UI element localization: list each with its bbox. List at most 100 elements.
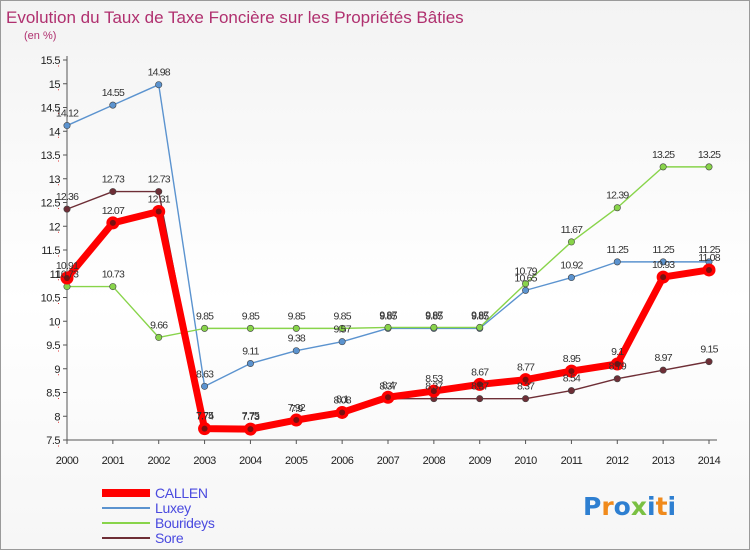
data-point-bourideys [705,163,713,171]
x-tick-label: 2005 [285,455,308,467]
x-tick-label: 2013 [652,455,675,467]
x-tick-label: 2001 [102,455,125,467]
data-point-bourideys [155,333,163,341]
data-point-luxey [613,258,621,266]
data-point-core [476,381,483,388]
x-tick-label: 2004 [239,455,262,467]
y-tick-label: 9 [54,364,60,376]
y-tick-label: 12 [49,221,61,233]
data-point-sore [476,395,484,403]
data-point-luxey [246,360,254,368]
data-label-sore: 8.37 [425,381,443,393]
y-tick-label: 13.5 [41,150,61,162]
logo-letter: r [601,492,614,521]
data-point-core [293,417,300,424]
data-point-luxey [63,122,71,130]
x-tick-label: 2007 [377,455,400,467]
data-point-bourideys [476,323,484,331]
data-label-bourideys: 10.73 [56,269,79,281]
data-label-callen: 8.67 [471,366,489,378]
data-point-sore [613,375,621,383]
data-label-callen: 8.53 [425,373,443,385]
data-point-core [614,361,621,367]
logo-letter: o [614,492,631,521]
data-label-sore: 9.15 [700,344,718,356]
y-tick-label: 11 [50,269,61,281]
data-label-sore: 8.37 [379,381,397,393]
data-point-luxey [155,81,163,89]
data-label-sore: 12.73 [102,174,125,186]
data-label-luxey: 9.85 [425,310,443,322]
data-label-callen: 8.4 [382,379,395,391]
data-point-bourideys [292,324,300,332]
series-lines [60,81,716,436]
data-label-luxey: 11.25 [698,244,720,256]
data-label-bourideys: 10.79 [514,266,537,278]
data-point-core [430,388,437,395]
data-label-sore: 8.54 [563,373,581,385]
data-label-callen: 12.07 [102,205,125,217]
data-label-callen: 7.92 [288,402,306,414]
data-point-bourideys [246,324,254,332]
legend-label-sore: Sore [155,530,184,546]
data-point-core [339,409,346,416]
data-point-bourideys [613,204,621,212]
data-point-luxey [338,338,346,346]
data-label-sore: 7.75 [242,410,260,422]
data-point-core [385,394,391,401]
x-tick-label: 2002 [147,455,170,467]
data-label-luxey: 10.65 [514,272,537,284]
data-label-sore: 7.9 [290,403,303,415]
data-label-bourideys: 12.39 [606,190,629,202]
data-label-bourideys: 9.87 [379,309,397,321]
data-label-luxey: 9.85 [471,310,489,322]
logo-letter: t [656,492,668,521]
data-point-core [64,275,70,282]
data-point-bourideys [430,323,438,331]
data-label-sore: 8.79 [609,361,627,373]
data-point-luxey [109,101,117,109]
chart-title: Evolution du Taux de Taxe Foncière sur l… [6,8,464,27]
data-label-bourideys: 11.67 [561,224,583,236]
y-tick-label: 13 [49,174,61,186]
data-label-callen: 10.93 [652,259,675,271]
logo-letter: i [647,492,656,521]
y-tick-label: 14 [49,126,61,138]
logo-letter: i [668,492,677,521]
data-label-sore: 8.1 [336,394,349,406]
data-point-sore [705,358,713,366]
data-label-bourideys: 13.25 [652,149,675,161]
data-point-core [522,376,529,383]
y-tick-label: 15.5 [41,55,61,67]
x-tick-label: 2011 [561,455,583,467]
data-label-bourideys: 9.66 [150,319,168,331]
data-label-sore: 12.73 [148,174,171,186]
x-tick-label: 2000 [56,455,79,467]
data-label-bourideys: 9.85 [288,310,306,322]
axes: 7.5 8 8.5 9 9.5 10 10.5 11 11.5 12 12.5 13 13.5 14 14.… [41,55,722,467]
data-label-callen: 8.77 [517,362,535,374]
data-label-callen: 9.1 [611,346,624,358]
data-point-sore [659,366,667,374]
data-point-core [247,426,254,433]
x-tick-label: 2014 [698,455,721,467]
data-label-bourideys: 9.85 [242,310,260,322]
data-point-bourideys [201,324,209,332]
data-label-luxey: 10.92 [560,260,583,272]
data-label-luxey: 14.12 [56,108,79,120]
data-label-luxey: 14.55 [102,87,125,99]
y-tick-label: 10.5 [41,293,61,305]
legend-label-bourideys: Bourideys [155,515,215,531]
data-label-bourideys: 9.87 [425,309,443,321]
y-tick-label: 9.5 [46,340,60,352]
data-label-bourideys: 9.87 [471,309,489,321]
x-tick-label: 2006 [331,455,354,467]
data-label-sore: 8.97 [655,352,673,364]
data-point-core [660,274,667,281]
data-label-luxey: 14.98 [148,67,171,79]
data-point-bourideys [384,323,392,331]
legend-label-luxey: Luxey [155,500,191,516]
data-point-luxey [659,258,667,266]
